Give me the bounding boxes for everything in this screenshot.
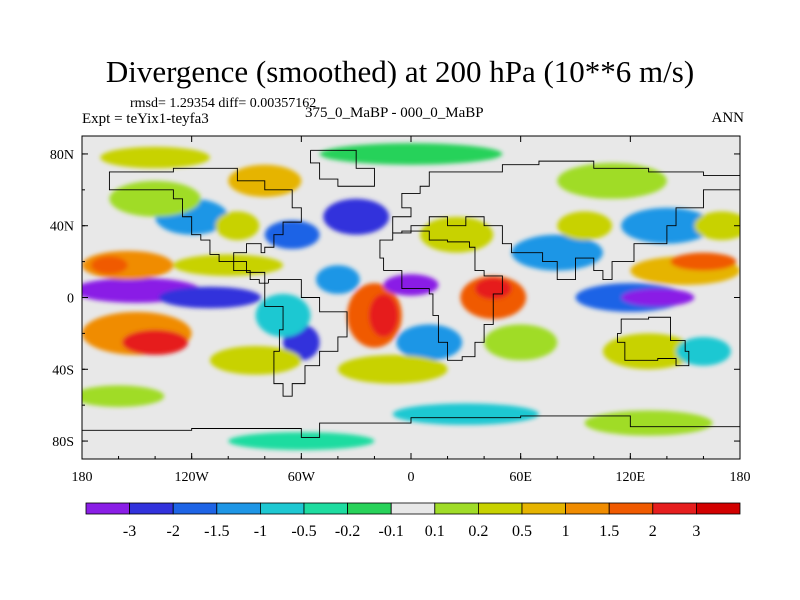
colorbar-swatch-14 (696, 502, 741, 515)
colorbar-swatch-3 (216, 502, 261, 515)
field-blob-12 (323, 198, 390, 235)
divergence-field (82, 143, 740, 458)
field-blob-6 (173, 254, 284, 276)
colorbar-swatch-6 (347, 502, 392, 515)
period-label: 375_0_MaBP - 000_0_MaBP (305, 105, 484, 121)
field-blob-19 (383, 274, 439, 296)
colorbar-swatch-11 (565, 502, 610, 515)
x-tick-label-3: 0 (408, 470, 415, 485)
field-blob-34 (557, 162, 667, 199)
y-tick-label-0: 80N (50, 148, 74, 163)
x-tick-label-6: 180 (730, 470, 751, 485)
field-blob-41 (228, 432, 375, 451)
colorbar-label-10: 1 (562, 523, 570, 540)
colorbar-label-3: -1 (254, 523, 267, 540)
field-blob-24 (337, 354, 448, 384)
field-blob-5 (91, 256, 128, 275)
colorbar-swatch-1 (129, 502, 174, 515)
colorbar-label-2: -1.5 (204, 523, 229, 540)
field-blob-15 (368, 293, 399, 337)
coastline-greenland (310, 149, 375, 187)
colorbar-swatch-0 (85, 502, 130, 515)
field-blob-23 (396, 324, 463, 361)
colorbar-swatch-13 (652, 502, 697, 515)
field-blob-25 (484, 324, 558, 361)
colorbar-label-9: 0.5 (512, 523, 532, 540)
field-blob-40 (584, 410, 713, 436)
experiment-label: Expt = teYix1-teyfa3 (82, 111, 209, 127)
field-blob-37 (82, 385, 165, 407)
colorbar-label-6: -0.1 (379, 523, 404, 540)
x-tick-label-5: 120E (616, 470, 646, 485)
colorbar-label-11: 1.5 (599, 523, 619, 540)
colorbar-label-13: 3 (692, 523, 700, 540)
colorbar-label-1: -2 (167, 523, 180, 540)
x-tick-label-0: 180 (72, 470, 93, 485)
y-tick-label-4: 80S (52, 435, 74, 450)
field-blob-27 (557, 211, 613, 241)
field-blob-9 (109, 180, 201, 217)
field-blob-36 (676, 336, 731, 366)
x-axis: 180 120W 60W 0 60E 120E 180 (72, 136, 751, 485)
colorbar-label-12: 2 (649, 523, 657, 540)
field-blob-44 (100, 146, 210, 169)
colorbar-label-7: 0.1 (425, 523, 445, 540)
coastline-south-america (264, 279, 348, 397)
colorbar-label-5: -0.2 (335, 523, 360, 540)
x-tick-label-2: 60W (288, 470, 316, 485)
field-blob-26 (511, 234, 603, 271)
colorbar-swatch-8 (434, 502, 479, 515)
y-tick-label-3: 40S (52, 363, 74, 378)
field-blob-39 (392, 403, 539, 425)
colorbar-label-8: 0.2 (468, 523, 488, 540)
coastline-north-america (108, 167, 302, 284)
rmsd-diff-stats: rmsd= 1.29354 diff= 0.00357162 (130, 96, 317, 111)
y-tick-label-2: 0 (67, 292, 74, 307)
coastline-australia (617, 316, 690, 367)
colorbar: -3 -2 -1.5 -1 -0.5 -0.2 -0.1 0.1 0.2 0.5 1 1.5 2 3 (85, 502, 741, 540)
colorbar-swatch-4 (259, 502, 305, 515)
colorbar-swatch-10 (521, 502, 566, 515)
colorbar-swatch-12 (608, 502, 654, 515)
coastline-eurasia-north (392, 160, 740, 281)
colorbar-swatch-5 (303, 502, 348, 515)
map-plot-area (81, 135, 741, 460)
field-blob-3 (122, 329, 189, 355)
field-blob-38 (173, 403, 284, 425)
colorbar-swatch-2 (172, 502, 218, 515)
coastline-antarctica (82, 415, 740, 438)
colorbar-swatch-9 (477, 502, 523, 515)
field-blob-29 (621, 288, 695, 307)
field-blob-31 (670, 252, 737, 271)
field-blob-13 (315, 265, 360, 294)
field-blob-20 (420, 216, 494, 253)
field-blob-42 (511, 442, 677, 458)
field-blob-11 (264, 220, 320, 250)
field-blob-8 (215, 211, 260, 241)
season-label: ANN (711, 110, 745, 126)
x-tick-label-1: 120W (175, 470, 210, 485)
field-blob-33 (694, 211, 740, 241)
y-tick-label-1: 40N (50, 220, 74, 235)
coastlines (82, 149, 740, 438)
x-tick-label-4: 60E (509, 470, 532, 485)
colorbar-label-4: -0.5 (291, 523, 316, 540)
field-blob-1 (158, 286, 262, 309)
colorbar-swatch-7 (390, 502, 436, 515)
field-blob-18 (209, 345, 302, 375)
colorbar-label-0: -3 (123, 523, 136, 540)
y-axis: 80N 40N 0 40S 80S (50, 148, 740, 450)
chart-title: Divergence (smoothed) at 200 hPa (10**6 … (105, 54, 695, 89)
field-blob-43 (319, 143, 503, 165)
coastline-africa-eurasia (379, 230, 503, 361)
